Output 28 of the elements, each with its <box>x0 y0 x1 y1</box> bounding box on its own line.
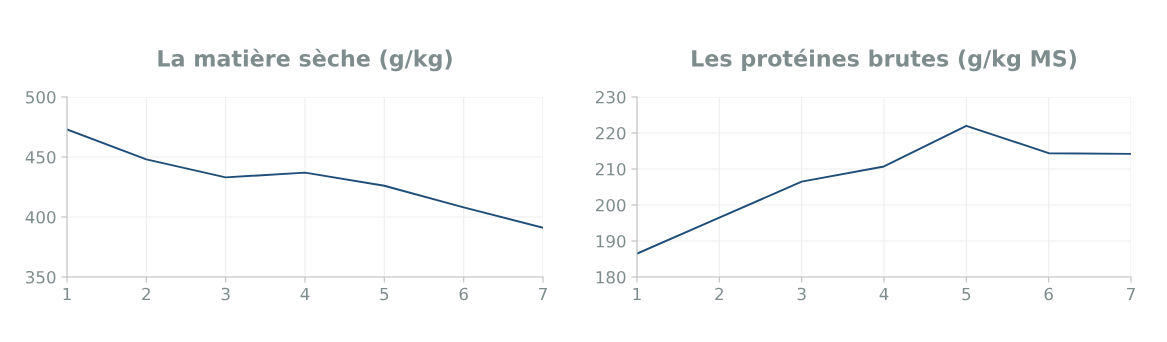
y-tick-label: 350 <box>26 270 56 284</box>
x-tick-label: 6 <box>1044 287 1053 301</box>
y-tick-label: 190 <box>596 234 626 248</box>
x-tick-label: 7 <box>1127 287 1135 301</box>
x-tick-label: 1 <box>633 287 641 301</box>
x-tick-label: 4 <box>879 287 889 301</box>
line-series <box>637 124 1131 255</box>
x-tick-label: 1 <box>63 287 71 301</box>
x-tick-label: 2 <box>715 287 723 301</box>
x-tick-label: 4 <box>300 287 310 301</box>
chart-title: Les protéines brutes (g/kg MS) <box>692 48 1076 72</box>
x-tick-label: 6 <box>459 287 468 301</box>
x-tick-label: 7 <box>539 287 547 301</box>
chart-title: La matière sèche (g/kg) <box>158 48 452 72</box>
x-tick-label: 2 <box>142 287 150 301</box>
y-tick-label: 230 <box>595 90 626 104</box>
y-tick-label: 450 <box>25 150 56 164</box>
y-tick-label: 180 <box>596 270 626 284</box>
x-tick-label: 5 <box>380 287 389 301</box>
x-tick-label: 5 <box>962 287 971 301</box>
x-tick-label: 3 <box>221 287 230 301</box>
line-series <box>67 128 543 229</box>
y-tick-label: 400 <box>25 210 56 224</box>
y-tick-label: 210 <box>595 162 626 176</box>
x-tick-label: 3 <box>797 287 806 301</box>
y-tick-label: 220 <box>595 126 626 140</box>
y-tick-label: 200 <box>595 198 626 212</box>
y-tick-label: 500 <box>26 90 56 104</box>
